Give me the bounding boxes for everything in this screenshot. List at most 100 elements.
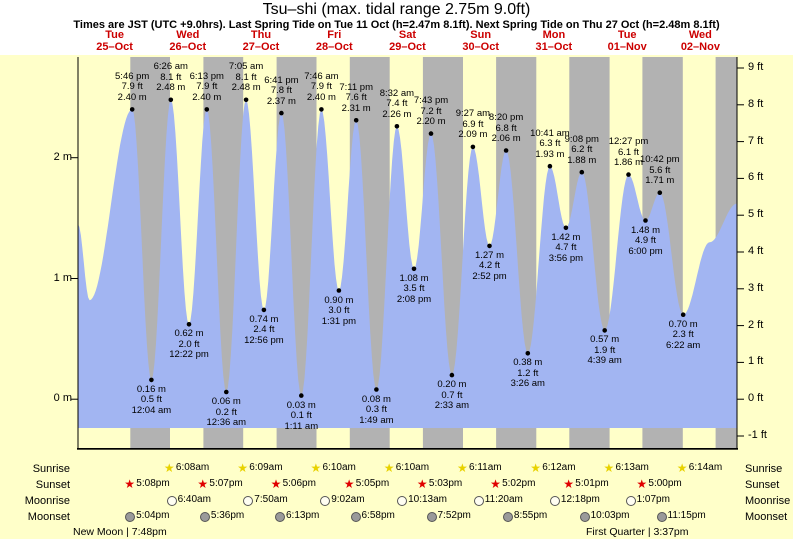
astro-time: 5:02pm <box>502 478 536 489</box>
astro-time: 6:13pm <box>286 510 320 521</box>
sunset-star-icon: ★ <box>636 477 648 491</box>
sunrise-star-icon: ★ <box>603 461 615 475</box>
day-label: Tue 01–Nov <box>591 29 664 53</box>
astro-time: 6:09am <box>249 462 283 473</box>
astro-time: 7:52pm <box>437 510 471 521</box>
tide-annotation-low: 0.20 m 0.7 ft 2:33 am <box>420 380 484 412</box>
tide-annotation-line: 12:36 am <box>206 417 247 428</box>
y-axis-label-left: 0 m <box>53 392 72 405</box>
day-label: Wed 26–Oct <box>151 29 224 53</box>
sunset-star-icon: ★ <box>490 477 501 491</box>
sunrise-star-icon: ★ <box>530 461 541 475</box>
tide-annotation-line: 8:32 am <box>379 87 415 99</box>
y-axis-label-right: 6 ft <box>748 171 764 184</box>
sunrise-row-label-right: Sunrise <box>745 463 783 475</box>
day-date: 28–Oct <box>315 41 353 53</box>
astro-time: 6:08am <box>175 462 210 473</box>
tide-annotation-high: 7:43 pm 7.2 ft 2.20 m <box>399 96 463 128</box>
tide-annotation-low: 0.03 m 0.1 ft 1:11 am <box>269 400 333 433</box>
tide-annotation-line: 2:52 pm <box>472 270 507 282</box>
tide-annotation-line: 4:39 am <box>587 355 622 367</box>
tide-extreme-dot <box>204 107 210 112</box>
tide-annotation-line: 1.27 m <box>474 249 505 261</box>
tide-annotation-high: 7:46 am 7.9 ft 2.40 m <box>289 71 353 104</box>
tide-annotation-low: 0.74 m 2.4 ft 12:56 pm <box>232 313 296 347</box>
tide-annotation-high: 6:41 pm 7.8 ft 2.37 m <box>249 74 313 108</box>
day-date: 26–Oct <box>169 41 207 53</box>
tide-annotation-high: 10:42 pm 5.6 ft 1.71 m <box>628 155 692 187</box>
moonrise-icon <box>549 496 560 506</box>
tide-annotation-line: 0.08 m <box>361 393 391 405</box>
tide-annotation-line: 4.9 ft <box>634 235 657 246</box>
day-dow: Thu <box>250 29 272 41</box>
tide-annotation-line: 6.1 ft <box>617 146 640 158</box>
tide-annotation-line: 7:11 pm <box>339 81 373 93</box>
tide-annotation-line: 7.9 ft <box>121 81 143 93</box>
tide-extreme-dot <box>299 393 304 398</box>
tide-annotation-high: 8:20 pm 6.8 ft 2.06 m <box>474 112 538 145</box>
tide-annotation-high: 9:27 am 6.9 ft 2.09 m <box>441 109 505 141</box>
tide-annotation-line: 1:11 am <box>284 420 319 432</box>
tide-annotation-line: 8.1 ft <box>235 71 257 83</box>
astro-time: 6:10am <box>322 462 356 473</box>
tide-annotation-line: 0.3 ft <box>365 404 387 415</box>
tide-extreme-dot <box>224 389 229 395</box>
astro-time: 5:05pm <box>355 478 390 489</box>
sunset-star-icon: ★ <box>124 477 136 491</box>
tide-annotation-line: 2.4 ft <box>253 324 275 336</box>
moonset-icon <box>579 512 590 522</box>
tide-extreme-dot <box>449 372 455 378</box>
tide-annotation-line: 10:41 am <box>530 127 570 139</box>
day-dow: Tue <box>105 29 124 41</box>
tide-extreme-dot <box>319 107 324 112</box>
tide-annotation-line: 2.37 m <box>266 95 296 107</box>
tide-annotation-line: 6.9 ft <box>462 118 484 130</box>
tide-annotation-line: 12:27 pm <box>608 136 649 148</box>
tide-annotation-line: 0.90 m <box>324 294 354 306</box>
y-axis-label-right: 3 ft <box>748 281 764 294</box>
sunset-star-icon: ★ <box>416 477 428 491</box>
tide-annotation-line: 2.40 m <box>117 91 147 103</box>
tide-annotation-line: 2:08 pm <box>396 293 432 305</box>
y-axis-label-right: 1 ft <box>748 355 764 368</box>
tide-annotation-line: 2.26 m <box>382 108 412 120</box>
tide-extreme-dot <box>547 163 553 169</box>
astro-time: 6:13am <box>615 462 649 473</box>
tide-annotation-low: 0.38 m 1.2 ft 3:26 am <box>496 358 560 390</box>
moonrise-icon <box>166 496 177 506</box>
y-axis-label-left: 1 m <box>53 271 72 284</box>
day-label: Sun 30–Oct <box>444 29 517 53</box>
moonset-icon <box>426 512 437 522</box>
tide-annotation-line: 0.16 m <box>136 383 166 395</box>
tide-annotation-low: 0.06 m 0.2 ft 12:36 am <box>194 396 258 429</box>
tide-annotation-line: 7.2 ft <box>420 105 442 117</box>
tide-annotation-line: 3:26 am <box>510 378 545 390</box>
tide-extreme-dot <box>149 377 154 383</box>
tide-annotation-line: 0.70 m <box>668 318 698 330</box>
tide-annotation-line: 0.62 m <box>174 328 204 340</box>
tide-annotation-line: 7.9 ft <box>196 81 218 93</box>
tide-annotation-line: 7.4 ft <box>386 98 408 110</box>
sunset-star-icon: ★ <box>343 477 355 491</box>
tide-extreme-dot <box>168 97 174 103</box>
moonrise-icon <box>397 496 408 506</box>
tide-annotation-line: 1.08 m <box>399 272 429 284</box>
moon-phase-first-quarter: First Quarter | 3:37pm <box>586 526 689 538</box>
tide-annotation-low: 0.57 m 1.9 ft 4:39 am <box>573 335 637 367</box>
tide-annotation-line: 6:41 pm <box>264 74 299 86</box>
tide-annotation-line: 4.2 ft <box>478 260 501 272</box>
y-axis-label-right: -1 ft <box>748 429 767 441</box>
tide-annotation-low: 0.62 m 2.0 ft 12:22 pm <box>157 329 221 361</box>
tide-annotation-line: 1.93 m <box>535 148 565 160</box>
tide-annotation-line: 1.71 m <box>645 175 675 187</box>
tide-annotation-line: 0.74 m <box>249 313 279 325</box>
sunrise-star-icon: ★ <box>383 461 395 475</box>
tide-annotation-low: 1.08 m 3.5 ft 2:08 pm <box>382 272 446 306</box>
astro-time: 11:20am <box>484 494 523 505</box>
tide-annotation-line: 6:22 am <box>666 339 701 351</box>
tide-annotation-line: 7.9 ft <box>310 81 332 93</box>
day-dow: Tue <box>617 29 637 41</box>
moonrise-icon <box>473 496 484 506</box>
tide-annotation-line: 2.40 m <box>192 91 222 103</box>
tide-annotation-line: 5:46 pm <box>115 70 150 82</box>
